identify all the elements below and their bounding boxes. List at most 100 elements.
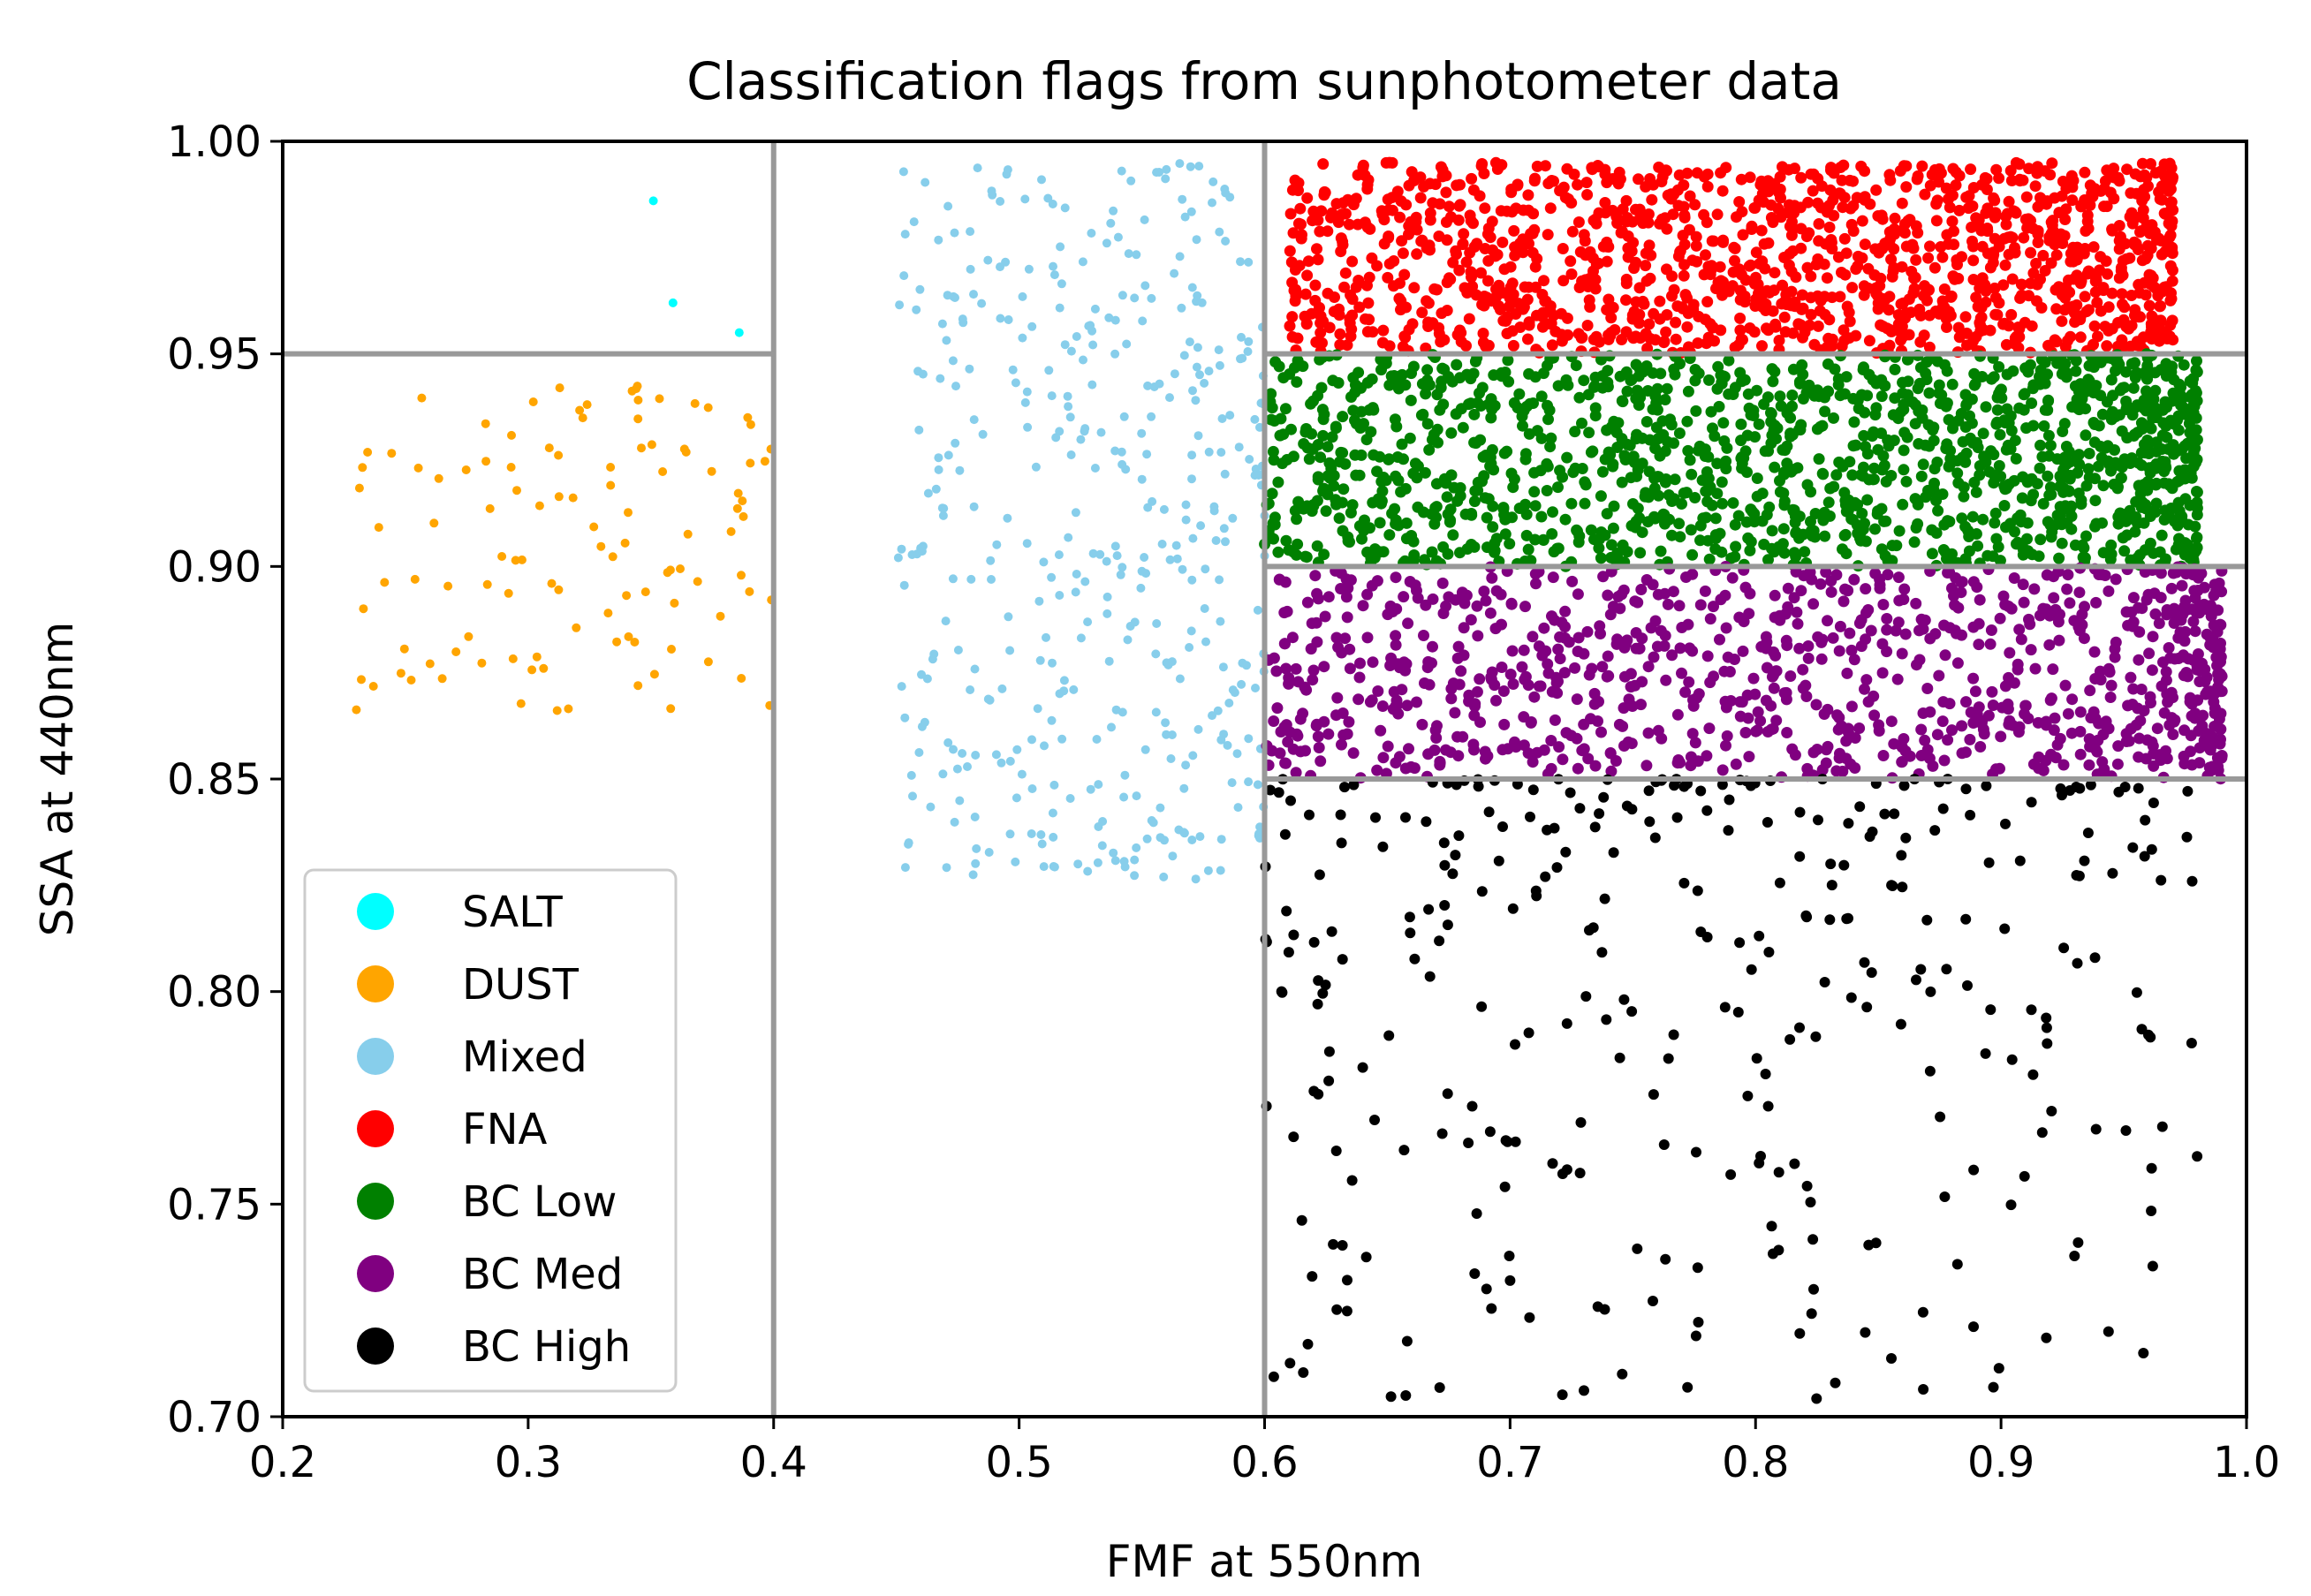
point-bc-high [1313,1088,1324,1100]
point-bc-low [1999,417,2012,429]
point-fna [2056,315,2068,328]
point-bc-med [1604,747,1617,759]
point-dust [413,463,423,473]
point-bc-med [1924,706,1936,718]
point-mixed [1102,609,1112,618]
point-bc-med [1310,616,1322,629]
point-fna [1701,296,1714,308]
point-bc-low [1389,413,1401,426]
point-mixed [1234,442,1244,452]
point-bc-med [2211,660,2224,672]
point-mixed [966,574,976,584]
point-bc-high [1734,937,1746,949]
point-fna [1678,211,1691,223]
point-bc-med [1418,630,1429,641]
point-bc-low [2150,405,2163,418]
point-fna [1845,202,1857,215]
point-bc-low [1838,388,1851,400]
point-bc-low [1970,486,1982,498]
y-tick-label: 0.75 [167,1180,261,1229]
point-bc-med [1761,636,1773,648]
point-fna [1339,267,1352,279]
point-mixed [1162,658,1171,668]
point-fna [1325,211,1337,223]
point-bc-med [2208,696,2220,708]
point-fna [2165,175,2178,187]
point-bc-high [1896,850,1907,861]
point-bc-med [2192,648,2204,660]
point-bc-low [2049,518,2061,531]
point-bc-low [2121,432,2133,444]
point-mixed [1003,513,1012,523]
point-fna [1929,305,1942,317]
point-bc-med [1939,649,1951,662]
point-bc-high [1660,1253,1671,1265]
point-bc-low [1747,410,1760,421]
point-bc-high [1337,954,1348,965]
point-bc-med [1444,746,1457,759]
point-bc-med [1474,716,1486,729]
point-dust [532,652,542,662]
point-bc-low [1396,368,1408,381]
point-fna [1522,189,1534,201]
point-fna [1554,185,1566,197]
point-bc-med [1478,586,1490,597]
point-bc-low [1661,382,1673,395]
point-bc-low [1912,382,1924,395]
point-mixed [1162,164,1171,174]
point-fna [1643,239,1656,252]
point-bc-high [1863,1239,1875,1251]
point-bc-high [1762,817,1773,828]
point-fna [1360,313,1371,325]
point-bc-med [2206,764,2218,776]
point-bc-med [1341,728,1353,740]
point-bc-low [1788,547,1800,559]
point-mixed [987,575,996,584]
point-bc-low [1729,550,1741,563]
point-bc-low [2156,529,2168,541]
point-fna [2145,326,2157,338]
point-fna [1330,198,1343,210]
point-bc-high [1476,1001,1488,1012]
point-bc-low [1716,476,1728,488]
point-bc-low [1445,427,1458,439]
point-bc-low [1607,460,1619,473]
point-mixed [1136,583,1146,593]
point-bc-high [2041,1332,2052,1343]
point-bc-high [1918,1384,1929,1395]
point-fna [1762,237,1775,249]
point-fna [1750,246,1762,259]
point-bc-med [2187,616,2200,628]
point-bc-low [1786,400,1798,412]
point-bc-low [2019,388,2031,400]
point-bc-med [1281,605,1293,617]
point-bc-med [1844,627,1856,639]
point-mixed [898,167,908,177]
point-bc-low [1557,471,1569,483]
point-bc-low [1447,529,1459,541]
point-bc-med [2105,679,2118,692]
point-bc-high [1530,885,1542,896]
point-mixed [1022,387,1032,397]
point-bc-low [1520,508,1533,520]
point-bc-med [1874,579,1886,591]
point-fna [1507,339,1519,352]
point-fna [1908,272,1921,284]
point-salt [668,298,678,307]
point-bc-high [1843,818,1854,829]
point-bc-high [1434,935,1445,947]
point-fna [1681,321,1693,333]
point-fna [1887,265,1899,277]
point-mixed [1217,414,1227,423]
point-bc-low [1681,415,1693,427]
point-bc-low [2118,545,2131,557]
point-bc-low [2072,488,2085,499]
point-bc-low [1335,446,1347,458]
point-fna [2003,195,2015,208]
point-fna [1593,161,1605,173]
point-bc-med [1347,747,1360,760]
point-bc-med [1518,644,1530,656]
point-bc-low [1315,451,1327,464]
point-bc-low [1529,500,1542,512]
point-mixed [948,574,958,584]
